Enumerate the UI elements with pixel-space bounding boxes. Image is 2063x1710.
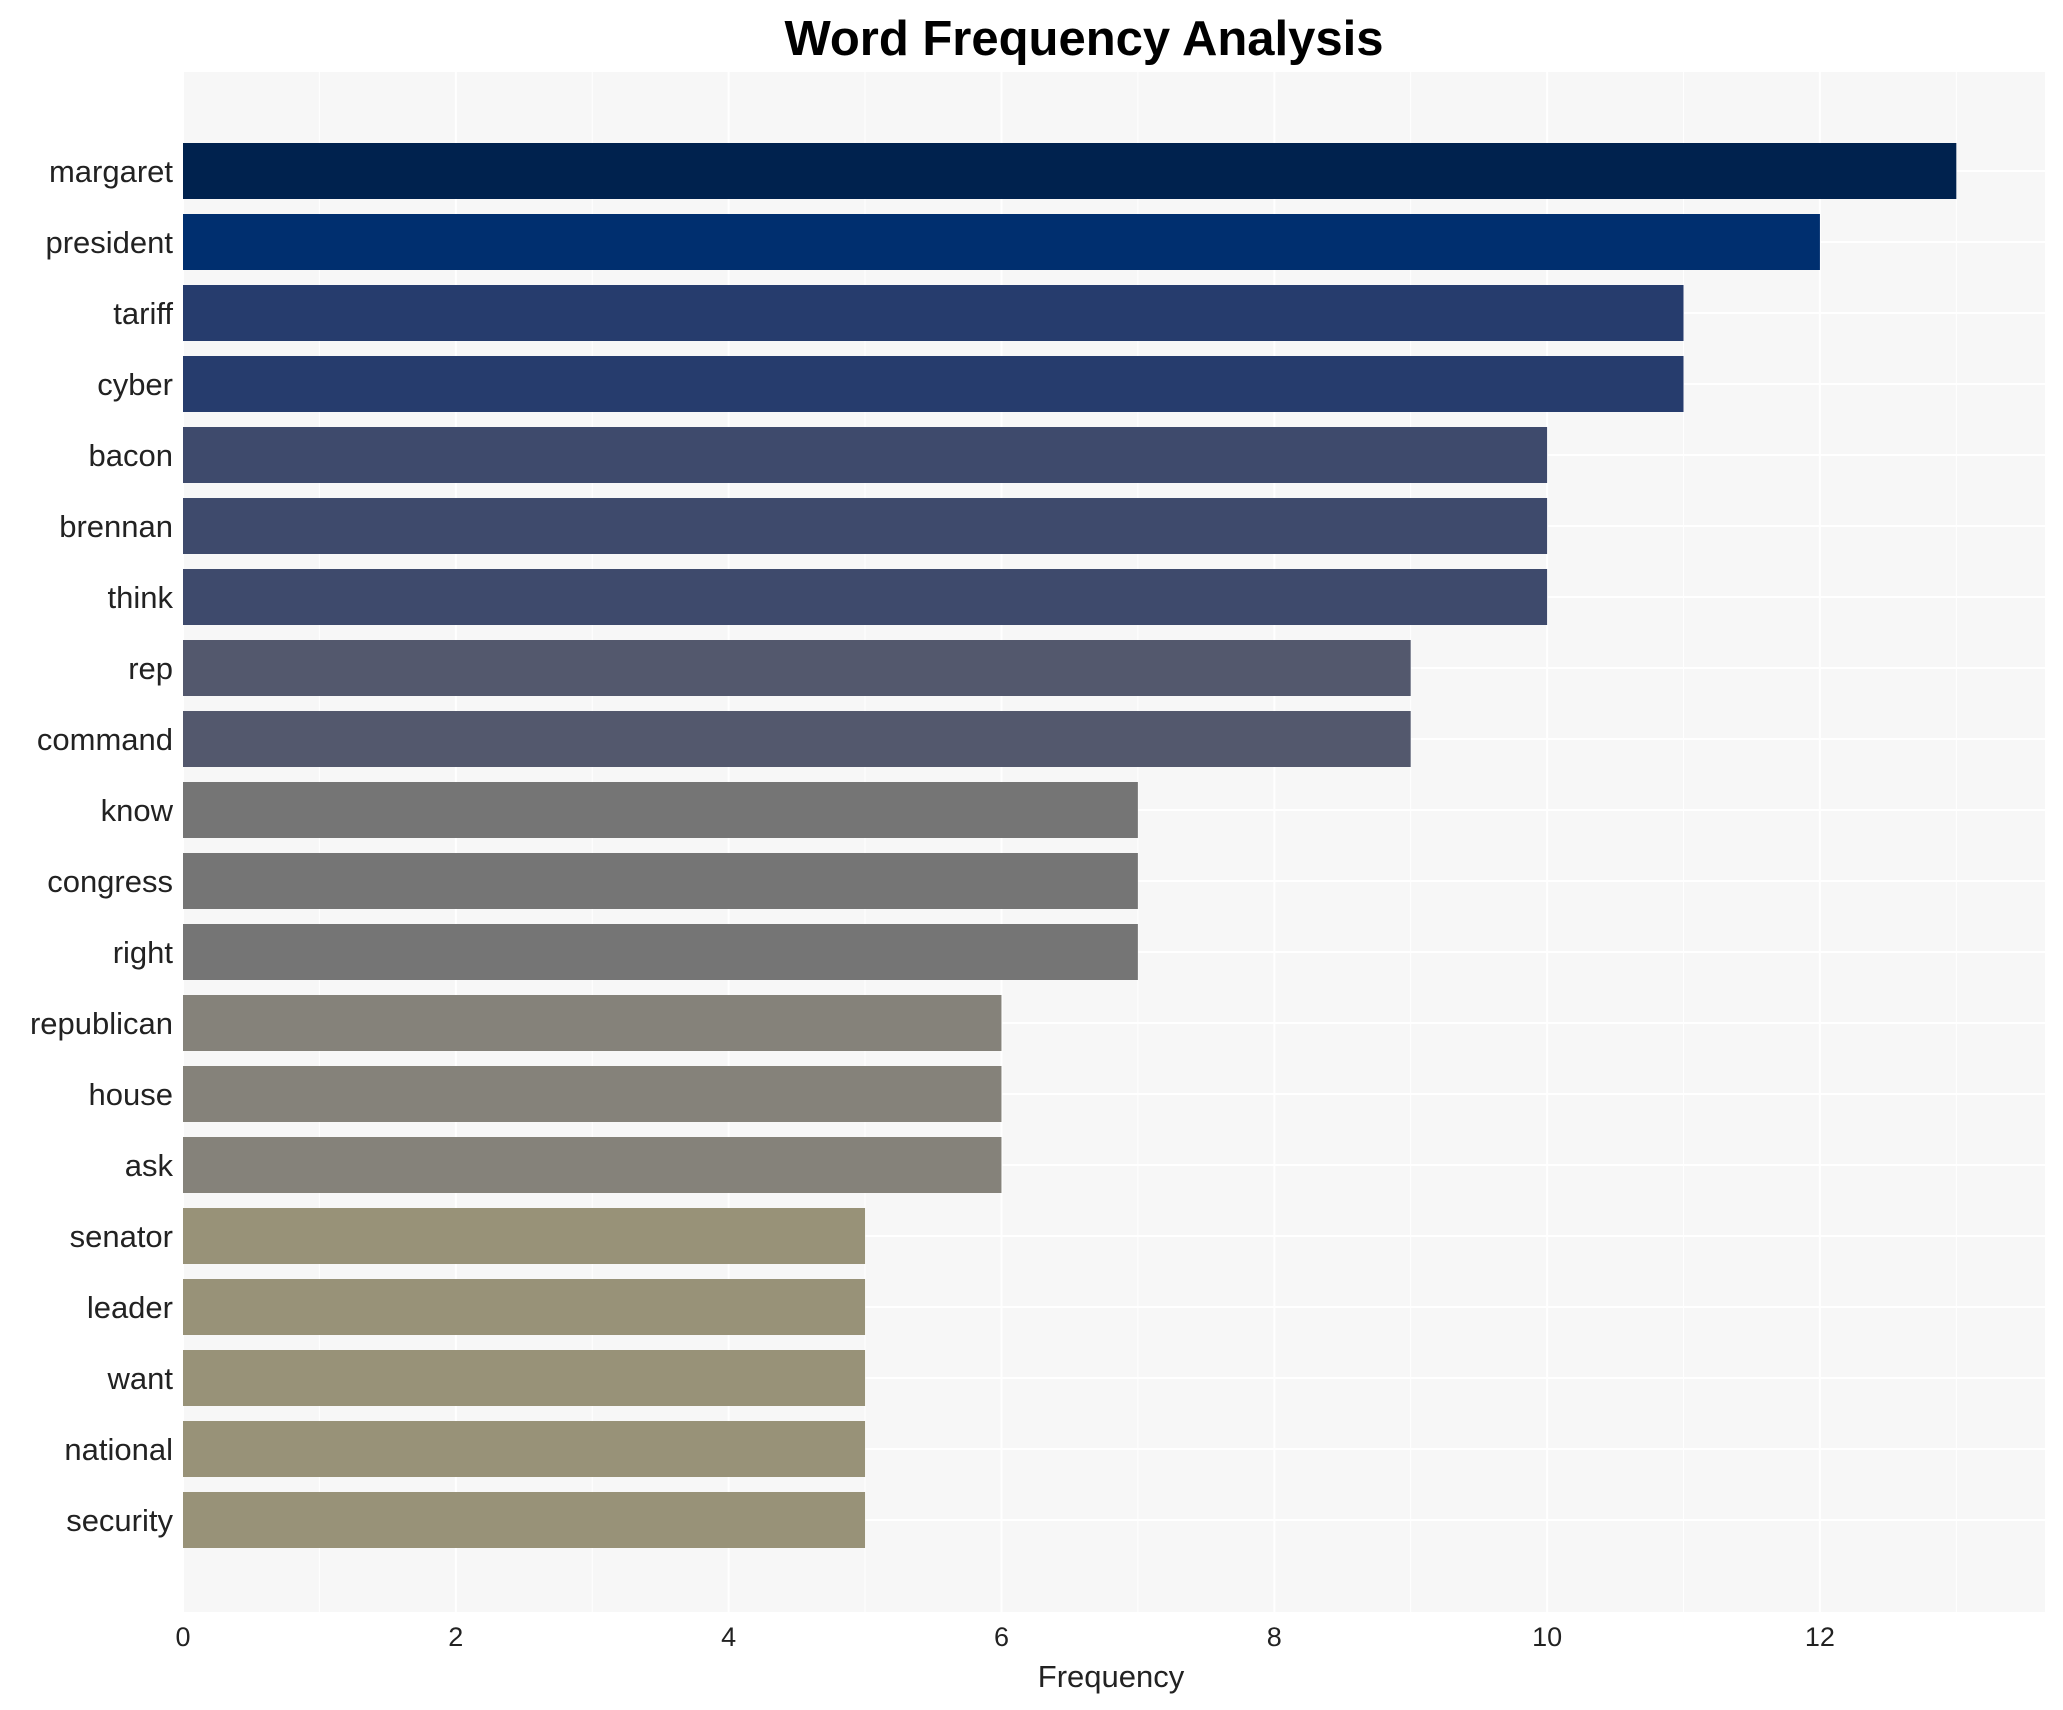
bar-ask	[183, 1137, 1002, 1193]
bars	[183, 143, 1957, 1548]
category-label-want: want	[107, 1361, 174, 1396]
x-tick-label: 10	[1532, 1622, 1562, 1652]
category-label-ask: ask	[125, 1148, 174, 1183]
bar-tariff	[183, 285, 1684, 341]
category-label-right: right	[113, 935, 174, 970]
bar-margaret	[183, 143, 1957, 199]
x-tick-label: 8	[1267, 1622, 1282, 1652]
bar-president	[183, 214, 1820, 270]
category-label-rep: rep	[128, 651, 173, 686]
bar-command	[183, 711, 1411, 767]
category-label-margaret: margaret	[49, 154, 173, 189]
category-label-bacon: bacon	[89, 438, 173, 473]
category-label-cyber: cyber	[97, 367, 173, 402]
category-label-brennan: brennan	[59, 509, 173, 544]
x-tick-label: 4	[721, 1622, 736, 1652]
bar-senator	[183, 1208, 866, 1264]
category-label-congress: congress	[47, 864, 173, 899]
bar-bacon	[183, 427, 1548, 483]
category-label-command: command	[37, 722, 173, 757]
bar-think	[183, 569, 1548, 625]
bar-congress	[183, 853, 1138, 909]
bar-want	[183, 1350, 866, 1406]
category-label-president: president	[45, 225, 173, 260]
category-label-tariff: tariff	[113, 296, 173, 331]
x-tick-labels: 0 2 4 6 8 10 12	[175, 1622, 1834, 1652]
bar-leader	[183, 1279, 866, 1335]
x-tick-label: 12	[1805, 1622, 1835, 1652]
bar-rep	[183, 640, 1411, 696]
x-axis-label: Frequency	[1038, 1659, 1185, 1694]
x-tick-label: 6	[994, 1622, 1009, 1652]
category-label-know: know	[101, 793, 174, 828]
bar-know	[183, 782, 1138, 838]
bar-right	[183, 924, 1138, 980]
category-label-house: house	[89, 1077, 173, 1112]
bar-republican	[183, 995, 1002, 1051]
category-label-security: security	[66, 1503, 173, 1538]
bar-cyber	[183, 356, 1684, 412]
bar-house	[183, 1066, 1002, 1122]
category-labels: margaret president tariff cyber bacon brennan…	[30, 154, 174, 1538]
bar-security	[183, 1492, 866, 1548]
category-label-national: national	[64, 1432, 173, 1467]
x-tick-label: 0	[175, 1622, 190, 1652]
category-label-republican: republican	[30, 1006, 173, 1041]
bar-brennan	[183, 498, 1548, 554]
category-label-leader: leader	[87, 1290, 173, 1325]
category-label-senator: senator	[70, 1219, 173, 1254]
chart-title: Word Frequency Analysis	[784, 12, 1383, 66]
category-label-think: think	[108, 580, 174, 615]
x-tick-label: 2	[448, 1622, 463, 1652]
bar-national	[183, 1421, 866, 1477]
